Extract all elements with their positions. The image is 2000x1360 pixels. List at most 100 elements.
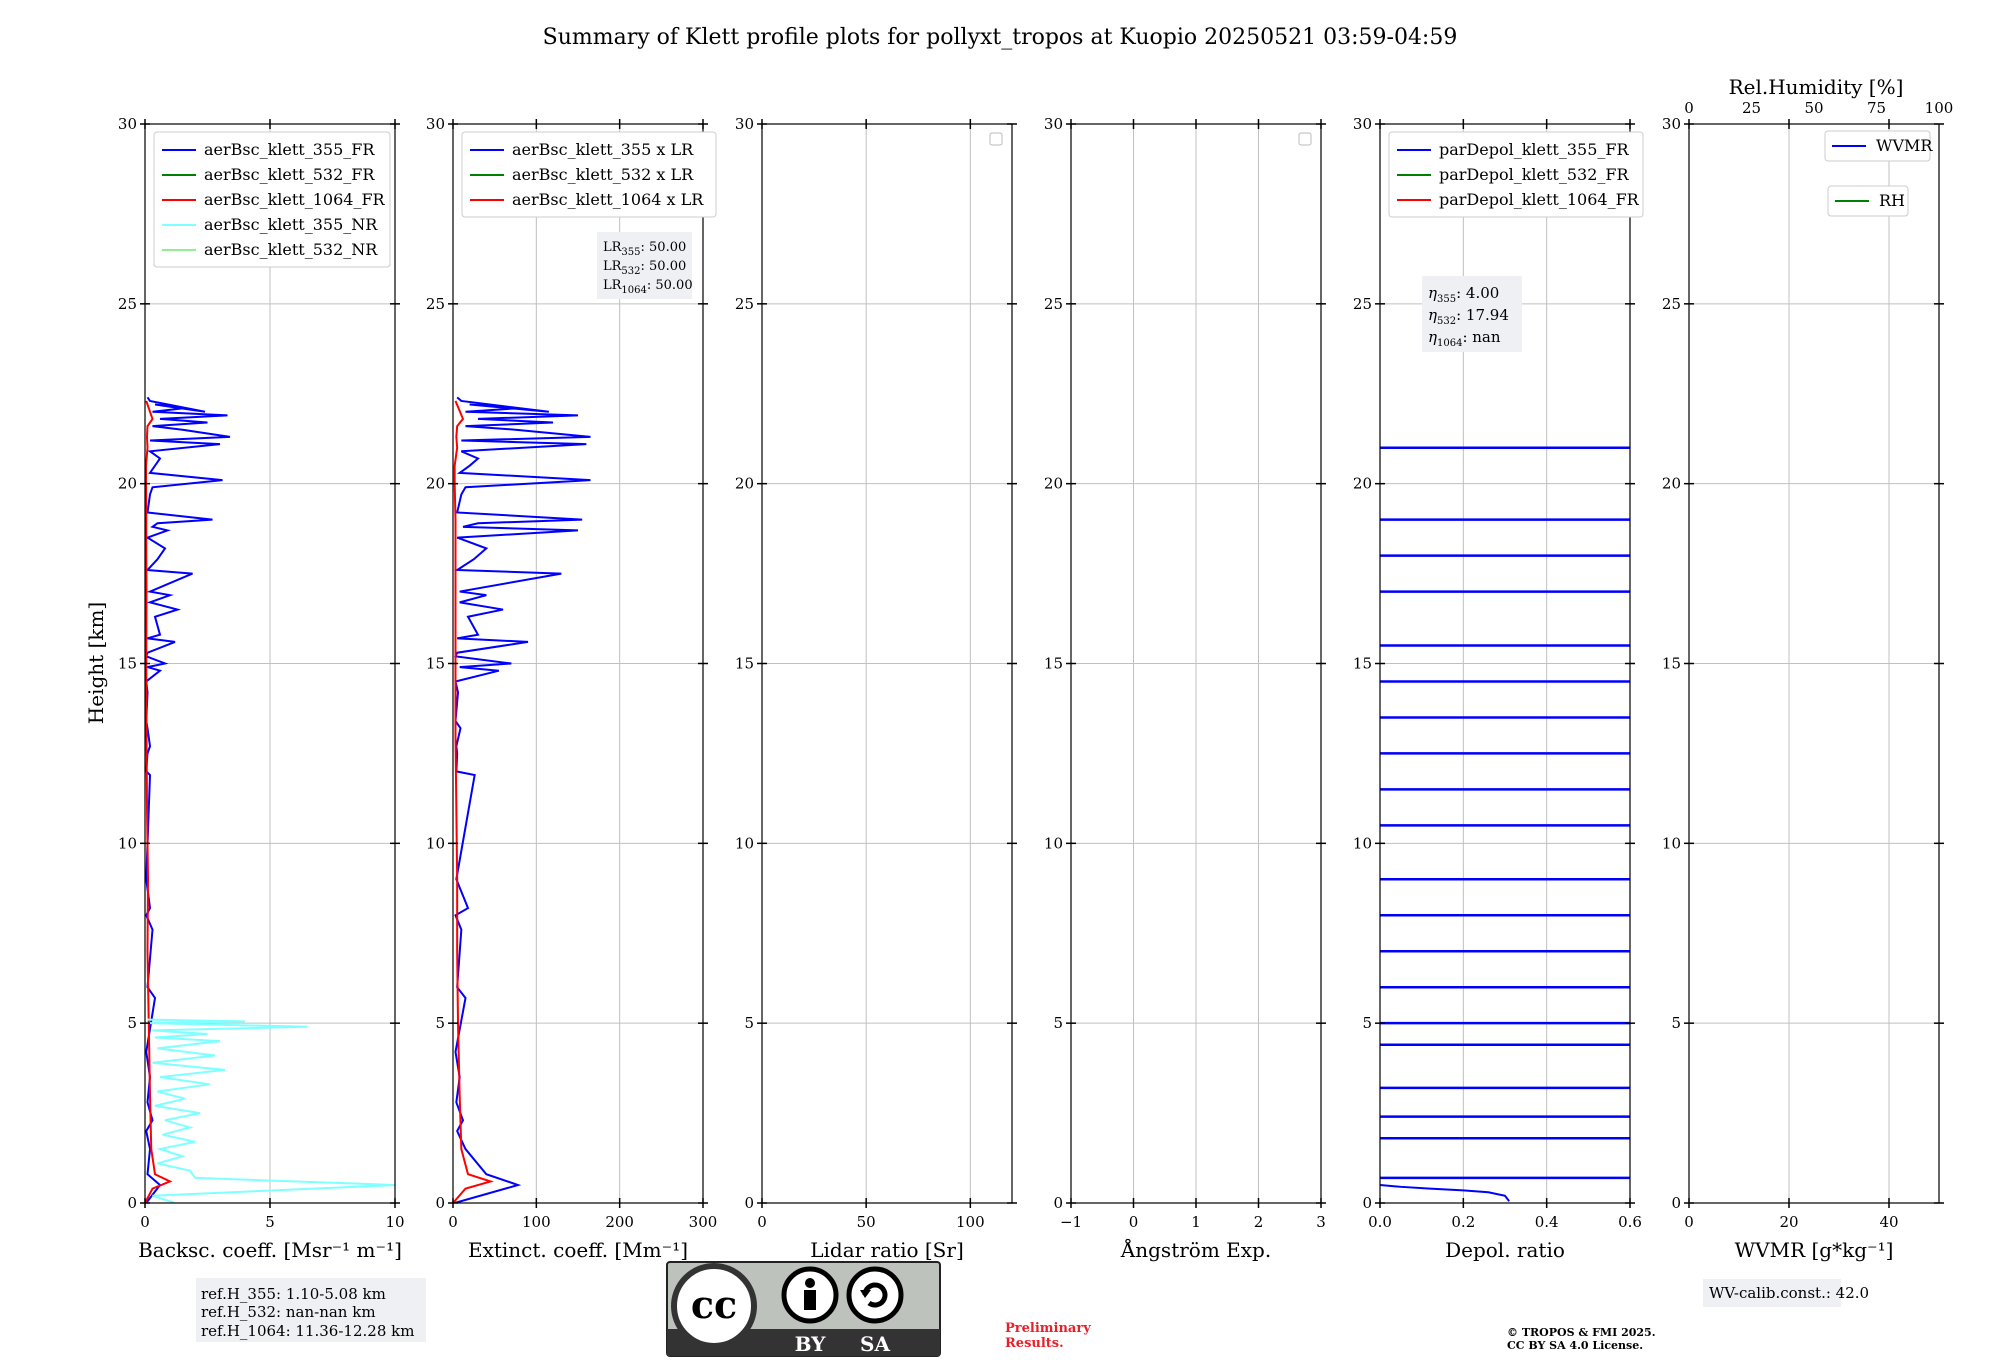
symbol: LR (603, 240, 623, 255)
value: : 50.00 (641, 259, 687, 274)
x-tick-label: 2 (1254, 1213, 1264, 1231)
y-tick-label: 5 (744, 1014, 754, 1032)
empty-legend-box (989, 132, 1003, 146)
lidar-ratio-box-line: LR532: 50.00 (603, 259, 686, 277)
top-x-tick-label: 0 (1684, 99, 1694, 117)
y-tick-label: 5 (127, 1014, 137, 1032)
y-tick-label: 0 (1053, 1194, 1063, 1212)
ref-height-355: ref.H_355: 1.10-5.08 km (201, 1285, 386, 1303)
x-tick-label: 0 (1129, 1213, 1139, 1231)
value: : 4.00 (1456, 284, 1499, 302)
eta-box-line: η355: 4.00 (1428, 284, 1499, 305)
legend-box (153, 131, 391, 268)
series-aerbsc-klett-355-nr (147, 1018, 395, 1203)
lidar-ratio-box-line: LR1064: 50.00 (603, 278, 693, 296)
copyright-line2: CC BY SA 4.0 License. (1507, 1339, 1643, 1352)
y-tick-label: 30 (1662, 115, 1681, 133)
y-tick-label: 30 (735, 115, 754, 133)
x-tick-label: 100 (522, 1213, 551, 1231)
badge-sa-label: SA (860, 1332, 890, 1356)
panel-depol: 0 5 10 15 20 25 30 0.0 0.2 0.4 0.6 Depol. ratio parD… (1353, 115, 1644, 1262)
ref-height-532: ref.H_532: nan-nan km (201, 1303, 376, 1321)
ref-heights-box: ref.H_355: 1.10-5.08 km ref.H_532: nan-n… (196, 1278, 426, 1342)
legend-depol: parDepol_klett_355_FR parDepol_klett_532_… (1388, 131, 1644, 218)
height-axis-label: Height [km] (84, 602, 108, 724)
y-tick-label: 15 (118, 655, 137, 673)
legend-label: parDepol_klett_1064_FR (1439, 190, 1640, 209)
series-aerbsc-klett-1064-fr (145, 400, 173, 1203)
empty-legend-box (1298, 132, 1312, 146)
x-tick-label: 0 (140, 1213, 150, 1231)
top-x-tick-label: 100 (1925, 99, 1954, 117)
cc-logo-icon (671, 1263, 757, 1349)
y-tick-label: 30 (118, 115, 137, 133)
legend-label: aerBsc_klett_532_FR (204, 165, 375, 184)
x-tick-label: 10 (385, 1213, 404, 1231)
legend-label: aerBsc_klett_532 x LR (512, 165, 694, 184)
y-tick-label: 25 (1044, 295, 1063, 313)
x-tick-label: 100 (956, 1213, 985, 1231)
ref-heights-box-bg (196, 1278, 426, 1342)
x-axis-label: WVMR [g*kg⁻¹] (1735, 1238, 1894, 1262)
y-tick-label: 10 (118, 834, 137, 852)
series-aerbsc-klett-1064-x-lr (453, 400, 494, 1203)
y-tick-label: 25 (735, 295, 754, 313)
value: : nan (1462, 328, 1500, 346)
subscript: 532 (1437, 316, 1456, 327)
y-tick-label: 0 (1362, 1194, 1372, 1212)
legend-extinction: aerBsc_klett_355 x LR aerBsc_klett_532 x … (461, 131, 717, 218)
legend-label: RH (1879, 191, 1905, 210)
x-tick-label: 0 (1684, 1213, 1694, 1231)
subscript: 355 (1437, 294, 1456, 305)
x-tick-label: 300 (689, 1213, 718, 1231)
y-tick-label: 25 (1662, 295, 1681, 313)
x-tick-label: 50 (857, 1213, 876, 1231)
by-person-body (804, 1290, 816, 1310)
symbol: η (1428, 328, 1437, 346)
x-axis-label: Depol. ratio (1445, 1238, 1565, 1262)
top-x-tick-label: 25 (1742, 99, 1761, 117)
legend-label: parDepol_klett_355_FR (1439, 140, 1630, 159)
y-tick-label: 5 (1671, 1014, 1681, 1032)
panel-lidar_ratio: 0 5 10 15 20 25 30 0 50 100 Lidar ratio [Sr] (735, 115, 1017, 1262)
y-tick-label: 30 (1044, 115, 1063, 133)
y-tick-label: 20 (1353, 475, 1372, 493)
y-tick-label: 15 (1044, 655, 1063, 673)
preliminary-line2: Results. (1005, 1336, 1064, 1351)
y-tick-label: 10 (426, 834, 445, 852)
y-tick-label: 0 (435, 1194, 445, 1212)
series-aerbsc-klett-355-x-lr (453, 396, 591, 1203)
y-tick-label: 0 (127, 1194, 137, 1212)
legend-label: aerBsc_klett_1064 x LR (512, 190, 704, 209)
x-tick-label: 5 (265, 1213, 275, 1231)
x-axis-label: Backsc. coeff. [Msr⁻¹ m⁻¹] (138, 1238, 402, 1262)
symbol: η (1428, 284, 1437, 302)
y-tick-label: 30 (426, 115, 445, 133)
wv-calib-box: WV-calib.const.: 42.0 (1703, 1279, 1869, 1307)
legend-wvmr: WVMR RH (1824, 130, 1933, 217)
top-x-tick-label: 50 (1804, 99, 1823, 117)
y-tick-label: 25 (426, 295, 445, 313)
y-tick-label: 20 (735, 475, 754, 493)
symbol: LR (603, 278, 623, 293)
legend-label: aerBsc_klett_1064_FR (204, 190, 386, 209)
series-aerbsc-klett-355-fr (145, 396, 231, 1203)
symbol: η (1428, 306, 1437, 324)
y-tick-label: 10 (1353, 834, 1372, 852)
y-tick-label: 5 (1053, 1014, 1063, 1032)
y-tick-label: 20 (1662, 475, 1681, 493)
legend-label: parDepol_klett_532_FR (1439, 165, 1630, 184)
x-tick-label: 0.4 (1535, 1213, 1559, 1231)
y-tick-label: 0 (1671, 1194, 1681, 1212)
y-tick-label: 20 (426, 475, 445, 493)
eta-box-bg (1422, 276, 1522, 352)
value: : 17.94 (1456, 306, 1509, 324)
symbol: LR (603, 259, 623, 274)
y-tick-label: 20 (1044, 475, 1063, 493)
x-tick-label: −1 (1060, 1213, 1082, 1231)
wv-calib-text: WV-calib.const.: 42.0 (1709, 1284, 1869, 1302)
x-tick-label: 0 (448, 1213, 458, 1231)
eta-box-line: η532: 17.94 (1428, 306, 1509, 327)
